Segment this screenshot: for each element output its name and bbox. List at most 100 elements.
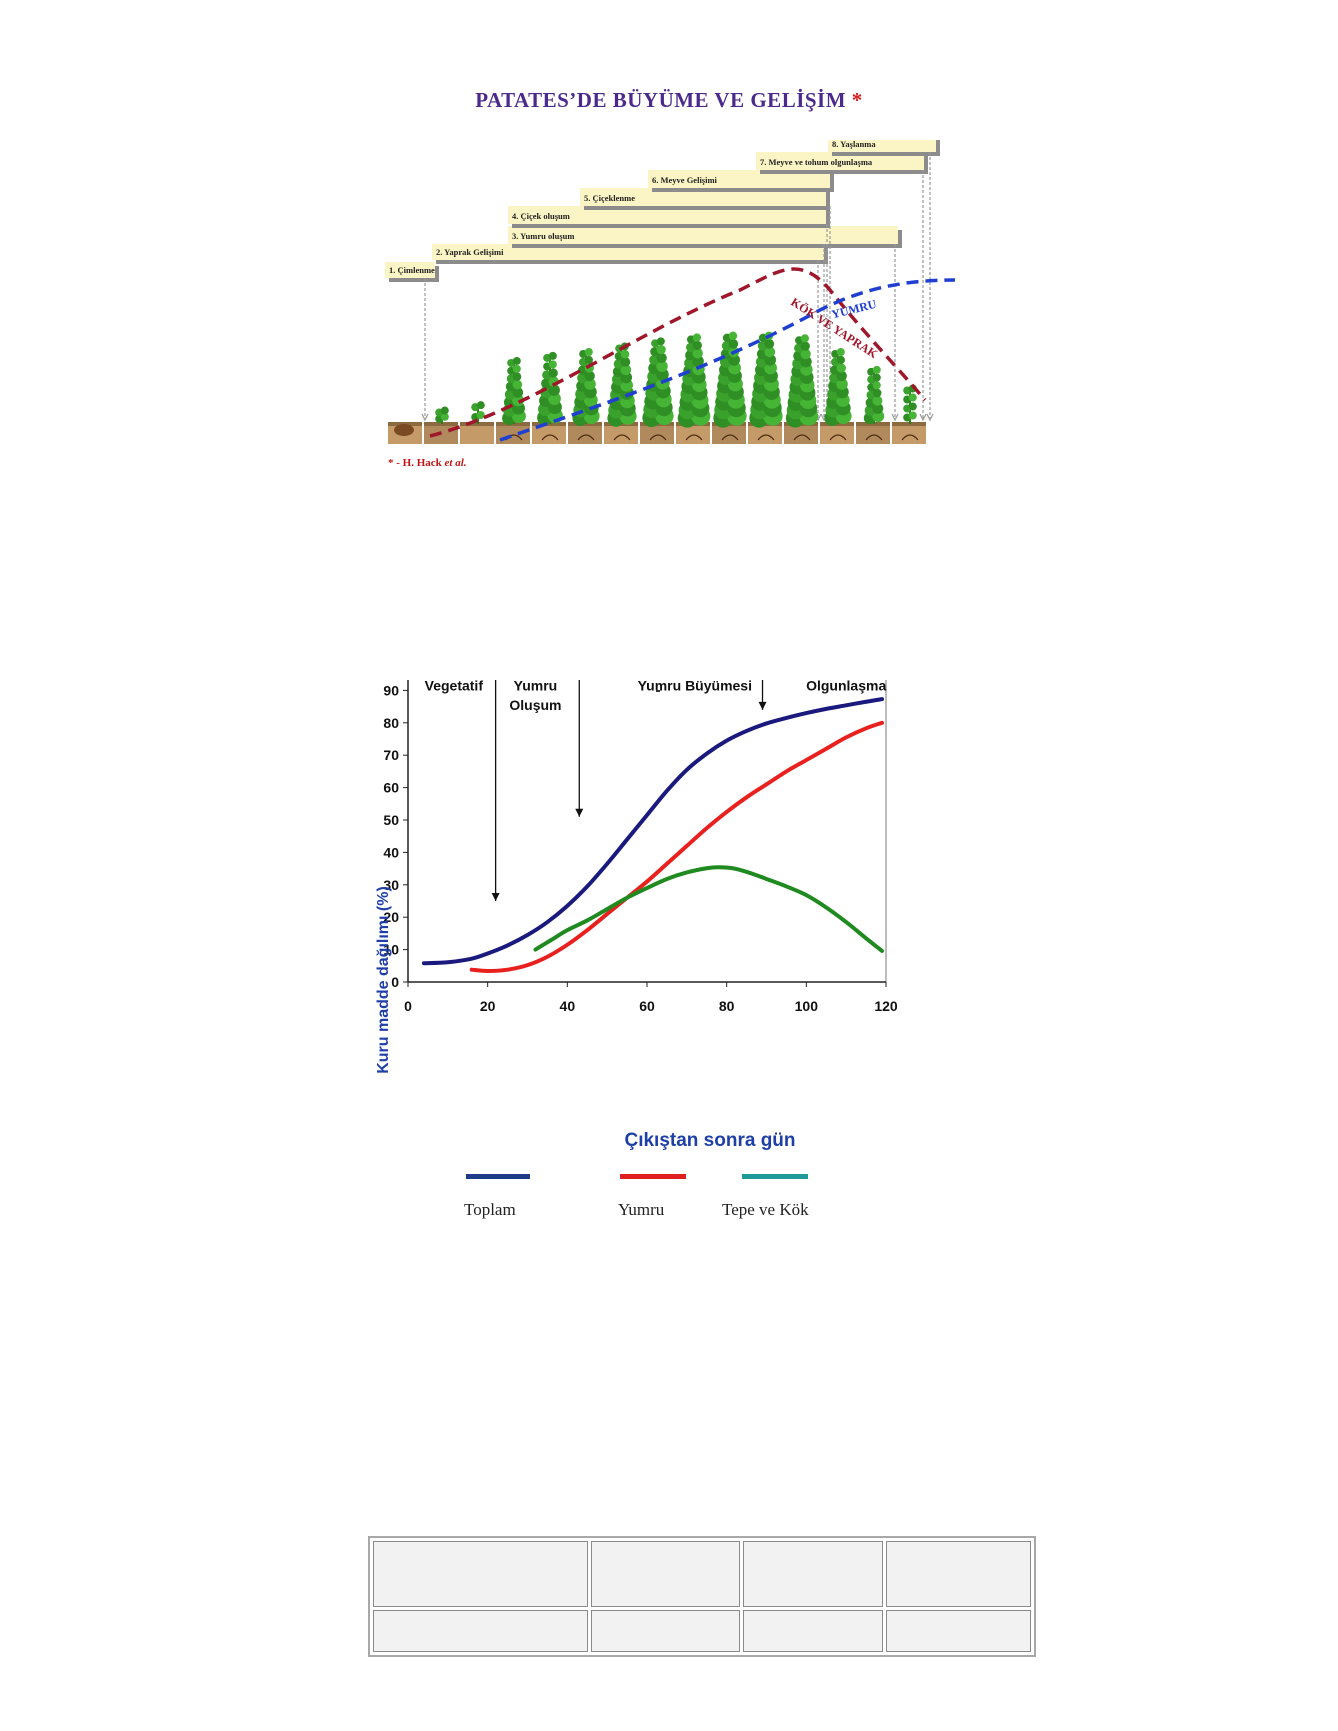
table-cell [590,1610,740,1652]
root-leaf-curve [429,267,927,438]
stage-bar-6: 6. Meyve Gelişimi [648,170,834,192]
y-axis-label: Kuru madde dağılımı (%) [375,886,392,1074]
phase-name: Vegetatif [425,680,484,693]
plot-border [407,680,887,983]
phase-arrow-head [491,893,500,901]
y-tick-label: 60 [383,780,399,796]
plant [785,334,819,441]
x-axis-ticks: 0 20 40 60 80 100 120 [404,982,898,1014]
stage-bar-fill [580,188,826,206]
plant [642,337,674,441]
stage-guide-arrowhead [926,413,934,422]
table-cell [742,1610,884,1652]
phase-name: Yumru [514,680,558,693]
stage-bar-fill [385,262,435,278]
stage-bar-fill [508,226,898,244]
plant-illustrations [435,331,919,441]
plant [901,384,919,441]
plant [435,406,449,424]
legend-label-shoot-root: Tepe ve Kök [722,1200,809,1219]
plant [537,351,563,441]
y-tick-label: 80 [383,715,399,731]
y-tick-label: 10 [383,942,399,958]
empty-table [368,1536,1036,1657]
phase-arrows [491,680,767,901]
y-tick-label: 40 [383,844,399,860]
x-tick-label: 20 [480,998,496,1014]
page-title: PATATES’DE BÜYÜME VE GELİŞİM * [0,88,1338,113]
stage-label: 5. Çiçeklenme [584,193,635,203]
legend-label-total: Toplam [464,1200,516,1219]
soil-block [460,422,494,444]
stage-label: 1. Çimlenme [389,265,435,275]
table-cell [373,1541,588,1607]
stage-label: 6. Meyve Gelişimi [652,175,718,185]
stage-guide-arrowhead [919,413,927,422]
seed-tuber [394,424,414,436]
x-axis-label: Çıkıştan sonra gün [624,1130,795,1151]
table-cell [373,1610,588,1652]
y-axis-ticks: 0102030405060708090100 [383,682,408,990]
title-text: PATATES’DE BÜYÜME VE GELİŞİM [475,88,847,112]
plant [713,331,747,441]
stage-label: 2. Yaprak Gelişimi [436,247,504,257]
stage-label: 3. Yumru oluşum [512,231,574,241]
stage-bar-4: 4. Çiçek oluşum [508,206,830,228]
phase-name: Yumru Büyümesi [638,680,752,693]
stage-label: 7. Meyve ve tohum olgunlaşma [760,157,873,167]
legend-swatch-tuber [620,1174,686,1179]
table-row [373,1541,1031,1607]
stage-bar-7: 7. Meyve ve tohum olgunlaşma [756,152,928,174]
table-row [373,1610,1031,1652]
plant [607,342,637,441]
series-line-toplam [421,697,885,966]
y-tick-label: 0 [391,974,399,990]
series-line-yumru [469,720,885,973]
phase-name: Olgunlaşma [806,680,886,693]
tuber-curve [499,278,956,442]
stage-bar-fill [756,152,924,170]
stage-bar-fill [828,140,936,152]
x-tick-label: 120 [874,998,898,1014]
series-lines [421,697,885,973]
stage-bar-fill [508,206,826,224]
phase-arrow-head [758,701,767,710]
table-cell [590,1541,740,1607]
stray-mark [656,690,660,692]
plant [502,356,526,441]
stage-bar-5: 5. Çiçeklenme [580,188,830,210]
soil-top [388,422,422,426]
stage-guide-arrowhead [891,413,899,422]
stage-bar-8: 8. Yaşlanma [828,140,940,156]
y-tick-label: 90 [383,682,399,698]
stage-label: 4. Çiçek oluşum [512,211,570,221]
table-cell [742,1541,884,1607]
phase-labels: IVegetatifIIYumruOluşumIIIYumru Büyümesi… [425,680,887,713]
y-tick-label: 20 [383,909,399,925]
plant [749,331,783,441]
plant [471,401,485,424]
phase-name-line2: Oluşum [509,697,561,713]
x-tick-label: 40 [560,998,576,1014]
x-tick-label: 60 [639,998,655,1014]
legend-swatch-shoot-root [742,1174,808,1179]
legend-swatch-total [466,1174,530,1179]
legend-label-tuber: Yumru [618,1200,665,1219]
y-tick-label: 50 [383,812,399,828]
stage-guide-arrowhead [421,413,429,422]
series-line-tepe-ve-kök [533,865,885,953]
x-tick-label: 100 [795,998,819,1014]
table-cell [886,1541,1031,1607]
stage-guides [421,152,934,422]
title-footnote-star: * [851,88,863,112]
stage-bar-3: 3. Yumru oluşum [508,226,902,248]
stage-bar-fill [648,170,830,188]
y-tick-label: 70 [383,747,399,763]
y-tick-label: 30 [383,877,399,893]
table-cell [886,1610,1031,1652]
plant [863,365,885,441]
plant [572,348,600,441]
